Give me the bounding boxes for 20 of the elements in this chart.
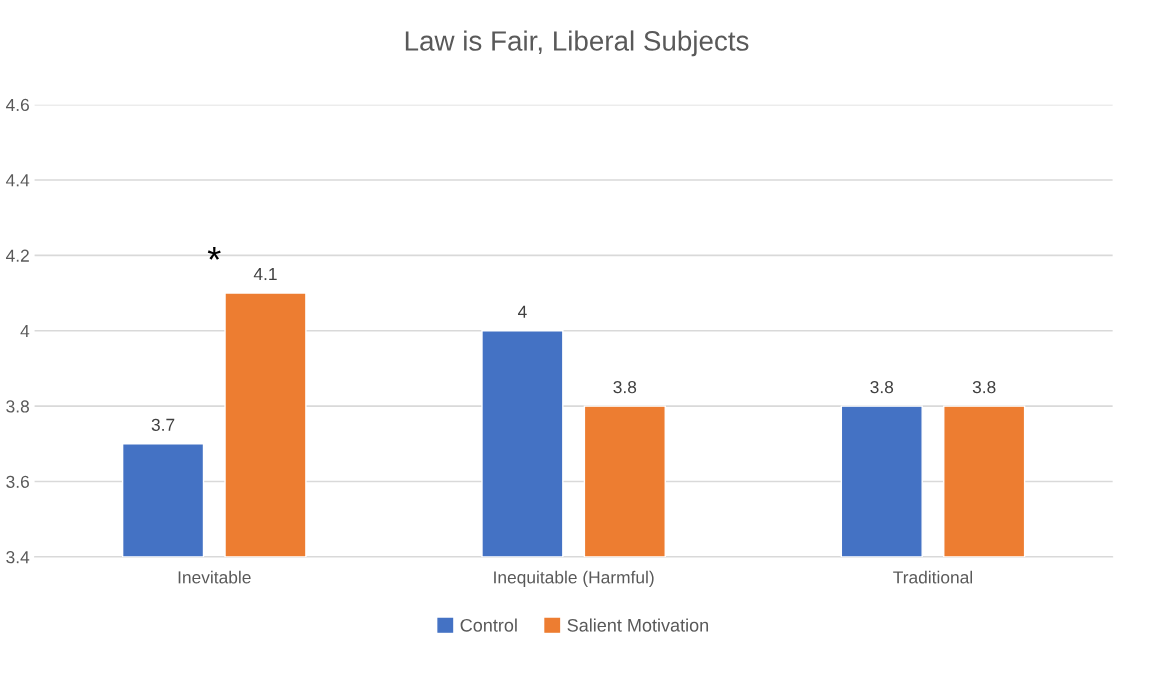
data-label: 4.1 — [253, 268, 277, 281]
data-label: 3.8 — [613, 380, 637, 394]
x-tick-label: Inequitable (Harmful) — [494, 570, 654, 587]
legend-label: Control — [460, 618, 517, 632]
data-label: 3.8 — [972, 380, 996, 394]
chart-title: Law is Fair, Liberal Subjects — [405, 30, 749, 57]
y-tick-label: 3.6 — [6, 475, 29, 488]
y-tick-label: 3.8 — [6, 400, 29, 413]
y-tick-label: 4.2 — [6, 249, 29, 262]
x-tick-label: Traditional — [893, 570, 973, 584]
y-tick-label: 4.6 — [6, 98, 29, 112]
legend-label: Salient Motivation — [567, 618, 709, 632]
x-tick-label: Inevitable — [178, 570, 251, 584]
annotation: * — [207, 247, 221, 260]
y-tick-label: 4.4 — [6, 174, 30, 187]
data-label: 3.8 — [870, 380, 894, 394]
y-tick-label: 3.4 — [6, 551, 30, 564]
y-tick-label: 4 — [20, 325, 30, 338]
data-label: 3.7 — [151, 418, 175, 431]
data-label: 4 — [517, 305, 527, 318]
